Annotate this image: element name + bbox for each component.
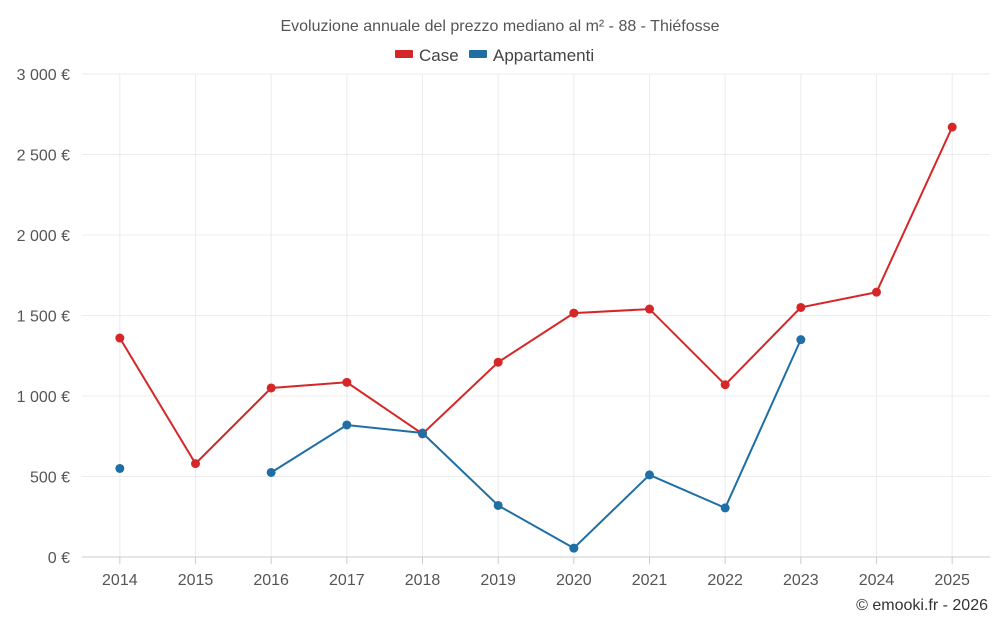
- data-point: [645, 304, 654, 314]
- y-tick-label: 1 000 €: [17, 389, 70, 406]
- y-tick-label: 3 000 €: [17, 67, 70, 84]
- legend-swatch: [469, 50, 487, 58]
- axes: 0 € 500 € 1 000 € 1 500 € 2 000 € 2 500 € 3 00…: [17, 67, 990, 589]
- series-appartamenti: [115, 335, 806, 553]
- legend-label: Appartamenti: [493, 46, 594, 65]
- data-point: [191, 459, 200, 469]
- series-case: [115, 122, 957, 469]
- data-point: [796, 302, 806, 312]
- legend-label: Case: [419, 46, 459, 65]
- x-tick-label: 2017: [329, 572, 365, 589]
- x-tick-label: 2015: [178, 572, 214, 589]
- y-tick-label: 2 000 €: [17, 228, 70, 245]
- series-line: [270, 339, 802, 550]
- data-point: [342, 377, 352, 387]
- series-layer: [115, 122, 957, 553]
- y-tick-label: 0 €: [48, 550, 70, 567]
- x-tick-label: 2022: [707, 572, 743, 589]
- data-point: [569, 543, 579, 553]
- x-tick-label: 2014: [102, 572, 138, 589]
- x-tick-label: 2020: [556, 572, 592, 589]
- data-point: [569, 308, 579, 318]
- data-point: [266, 467, 276, 477]
- y-tick-label: 1 500 €: [17, 309, 70, 326]
- data-point: [115, 463, 125, 473]
- data-point: [493, 357, 503, 367]
- y-tick-label: 2 500 €: [17, 148, 70, 165]
- legend-swatch: [395, 50, 413, 58]
- legend: Case Appartamenti: [395, 46, 594, 65]
- data-point: [872, 287, 881, 297]
- chart-title: Evoluzione annuale del prezzo mediano al…: [280, 18, 719, 35]
- credit-text: © emooki.fr - 2026: [856, 597, 988, 614]
- x-tick-label: 2016: [253, 572, 289, 589]
- data-point: [266, 383, 276, 393]
- data-point: [645, 470, 654, 480]
- data-point: [342, 420, 352, 430]
- data-point: [720, 503, 730, 513]
- y-tick-label: 500 €: [30, 470, 70, 487]
- x-tick-label: 2021: [632, 572, 668, 589]
- x-tick-label: 2018: [405, 572, 441, 589]
- data-point: [947, 122, 957, 132]
- x-tick-label: 2019: [480, 572, 516, 589]
- data-point: [115, 333, 125, 343]
- series-line: [118, 126, 954, 466]
- data-point: [720, 380, 730, 390]
- data-point: [418, 428, 427, 438]
- x-tick-label: 2024: [859, 572, 895, 589]
- data-point: [493, 500, 503, 510]
- data-point: [796, 335, 806, 345]
- grid: [82, 73, 990, 557]
- x-tick-label: 2025: [934, 572, 970, 589]
- x-tick-label: 2023: [783, 572, 819, 589]
